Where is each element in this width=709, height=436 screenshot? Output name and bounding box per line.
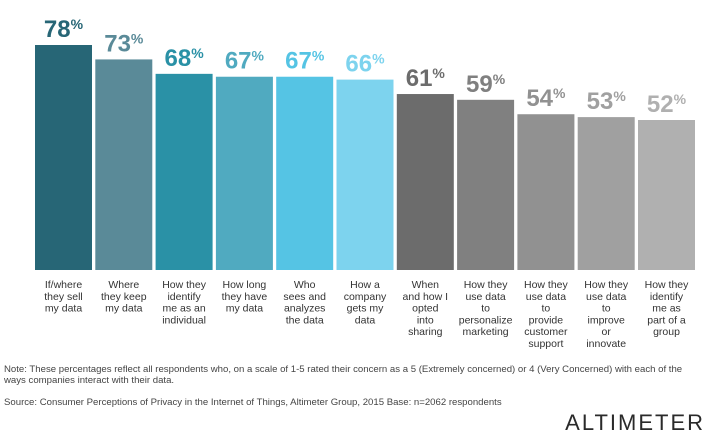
value-label: 67% <box>225 48 265 75</box>
category-label: How they identify me as part of a group <box>645 279 690 338</box>
bar <box>396 94 454 271</box>
value-label: 78% <box>44 16 84 43</box>
value-label: 53% <box>587 88 627 115</box>
value-label: 73% <box>104 30 144 57</box>
value-label: 68% <box>165 45 205 72</box>
bar <box>336 79 394 270</box>
value-label: 59% <box>466 71 506 98</box>
altimeter-logo: ALTIMETER <box>565 410 705 435</box>
category-label: Who sees and analyzes the data <box>283 279 326 326</box>
chart-note: Note: These percentages reflect all resp… <box>4 364 683 386</box>
category-label: How long they have my data <box>222 279 268 315</box>
category-label: How a company gets my data <box>344 279 387 326</box>
bar <box>215 76 273 270</box>
bar <box>95 59 153 270</box>
bar <box>638 120 695 270</box>
bar-chart: 78% 73% 68% 67% 67% 66% 61% 59% 54% 53% 52% If/whe… <box>35 16 695 350</box>
category-label: Where they keep my data <box>101 279 147 315</box>
category-label: How they use data to personalize marketing <box>459 279 513 338</box>
bar <box>276 76 334 270</box>
value-label: 66% <box>345 51 385 78</box>
category-label: How they identify me as an individual <box>162 279 207 326</box>
category-label: If/where they sell my data <box>44 279 83 315</box>
category-labels-group: If/where they sell my data Where they keep my… <box>44 279 689 350</box>
value-label: 67% <box>285 48 325 75</box>
bar <box>155 73 213 270</box>
bar <box>517 114 575 270</box>
value-label: 54% <box>526 85 566 112</box>
value-labels-group: 78% 73% 68% 67% 67% 66% 61% 59% 54% 53% 52% <box>44 16 687 118</box>
category-label: How they use data to improve or innovate <box>584 279 629 350</box>
bars-group <box>35 45 695 271</box>
category-label: How they use data to provide customer support <box>524 279 569 350</box>
value-label: 61% <box>406 65 446 92</box>
bar <box>35 45 92 270</box>
value-label: 52% <box>647 91 687 118</box>
bar <box>577 117 635 270</box>
bar <box>457 99 515 270</box>
chart-source: Source: Consumer Perceptions of Privacy … <box>4 397 502 408</box>
